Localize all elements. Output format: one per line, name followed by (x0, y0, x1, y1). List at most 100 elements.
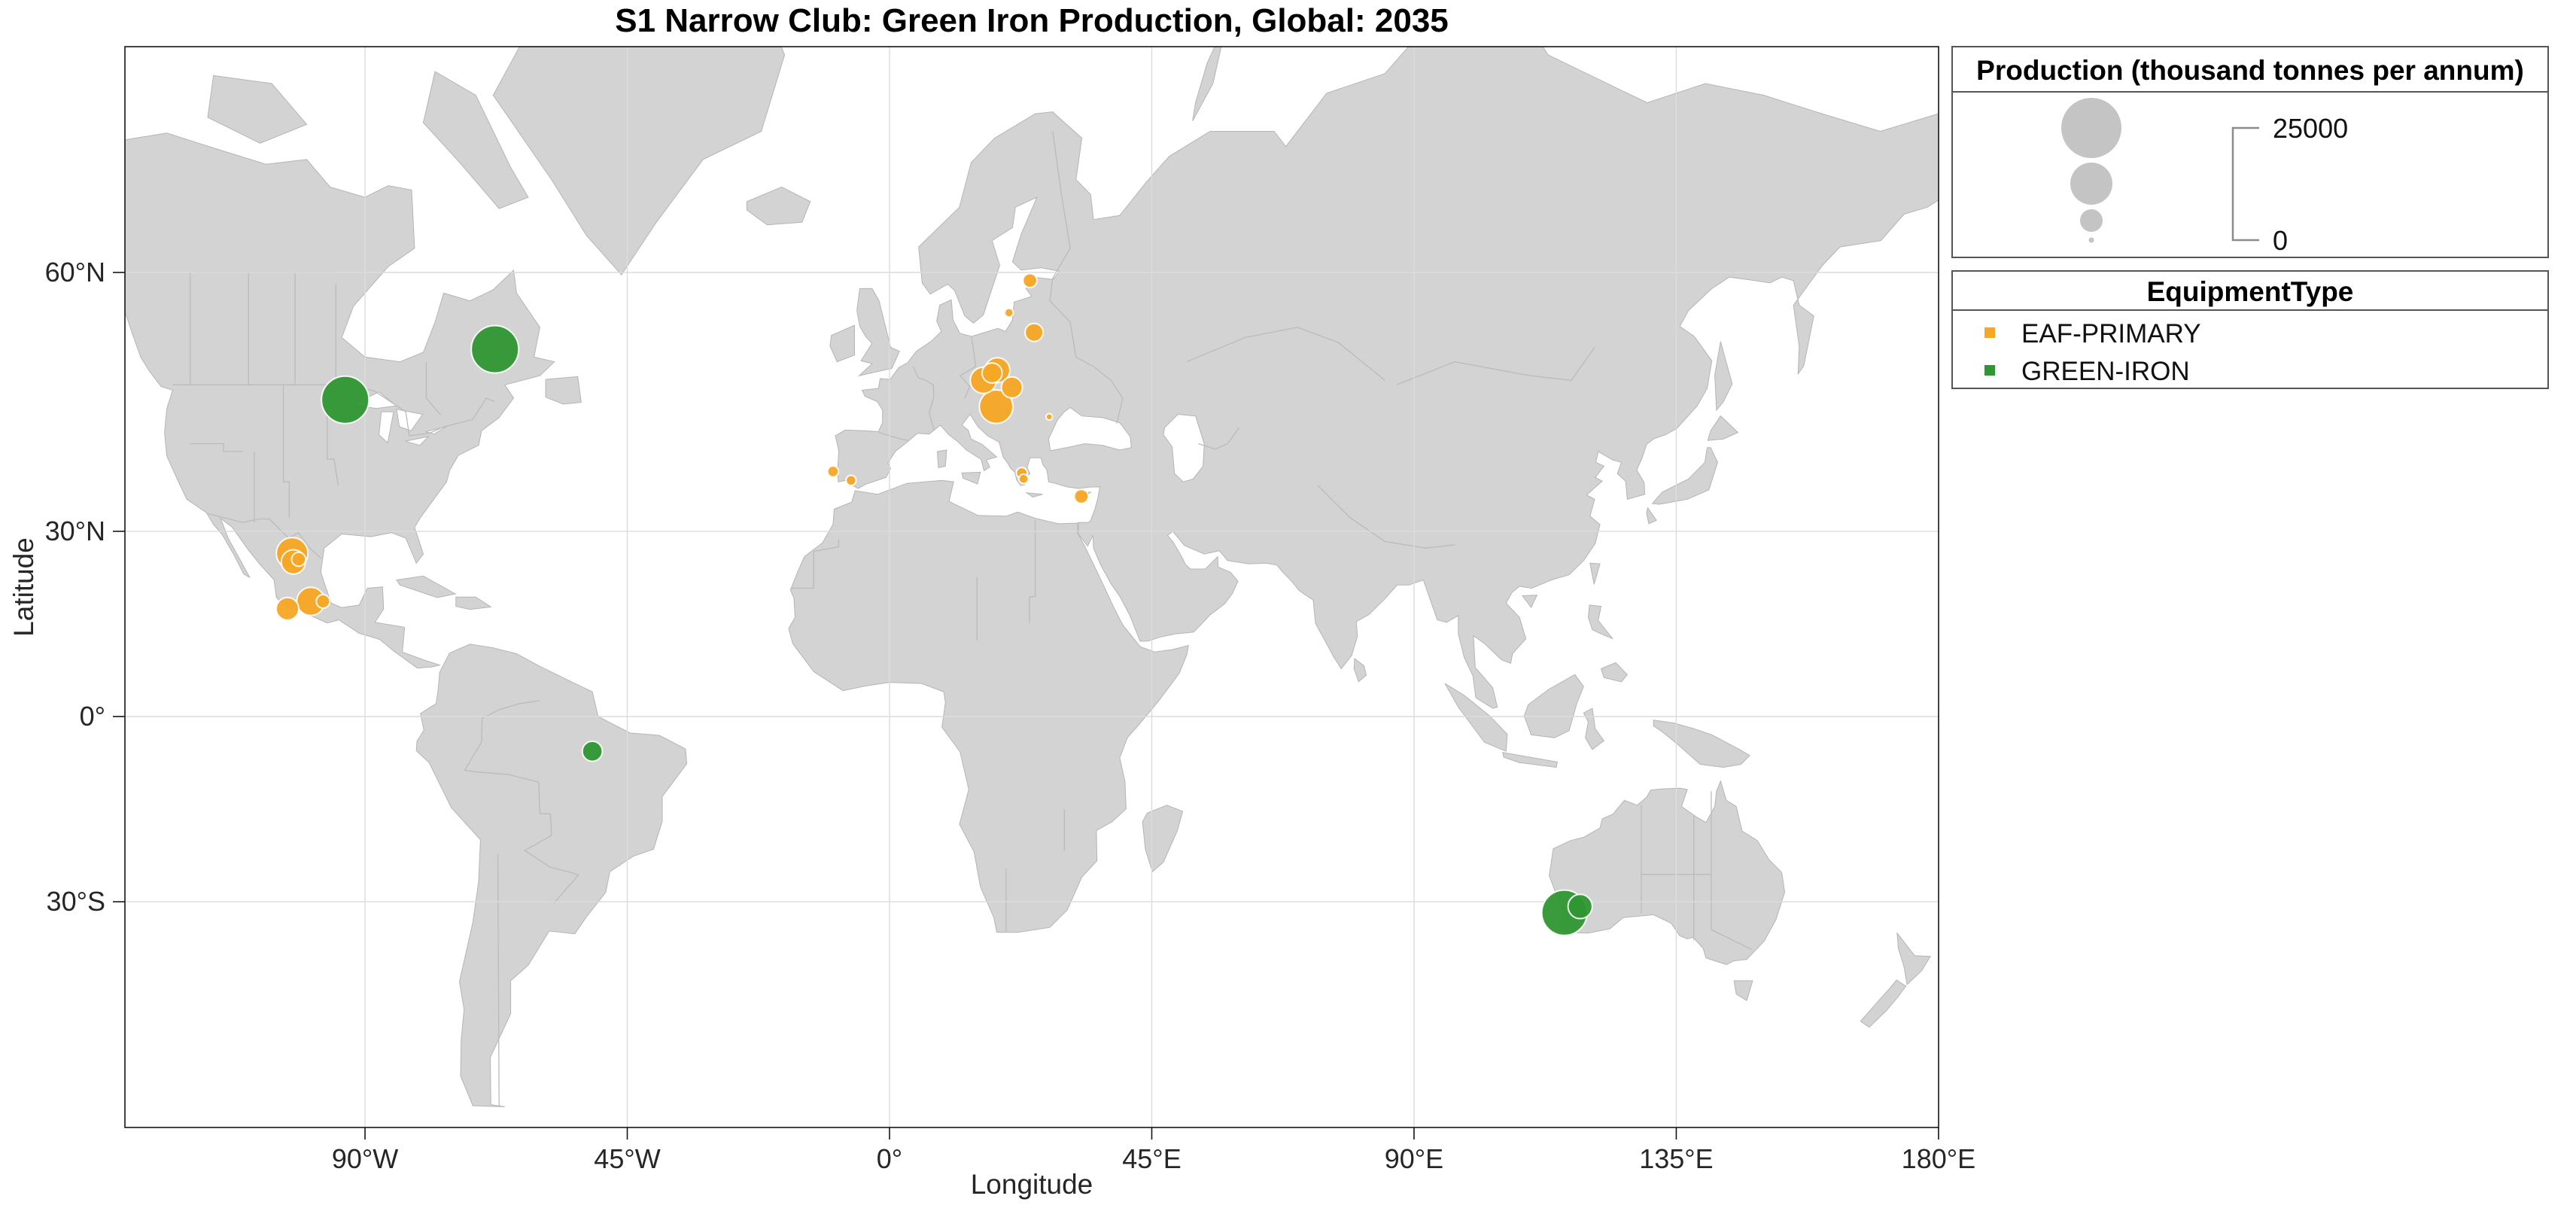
production-bubble-green-iron (321, 375, 370, 424)
admin-border-line (207, 513, 322, 559)
landmass (422, 71, 529, 209)
x-tick-label: 45°E (1122, 1143, 1181, 1174)
landmass (1583, 707, 1605, 750)
admin-border-line (464, 700, 579, 904)
landmass (1523, 674, 1584, 738)
landmass (545, 376, 582, 405)
type-legend-box (1951, 270, 2549, 389)
production-bubble-eaf-primary (315, 594, 331, 609)
landmass (746, 186, 811, 226)
admin-border-line (1186, 327, 1385, 381)
landmass (1192, 47, 1222, 121)
admin-border-line (282, 385, 290, 518)
y-tick-label: 0° (80, 701, 105, 732)
admin-border-line (327, 385, 339, 486)
admin-border-line (497, 854, 500, 1106)
type-legend-title: EquipmentType (2147, 276, 2354, 307)
landmass (1444, 683, 1508, 752)
admin-border-line (959, 337, 977, 399)
production-bubble-eaf-primary (981, 362, 1003, 384)
size-legend-min: 0 (2273, 225, 2288, 256)
green-iron-label: GREEN-IRON (2021, 357, 2190, 386)
size-legend-bracket (2231, 126, 2259, 242)
landmass (835, 47, 1939, 709)
production-bubble-eaf-primary (826, 465, 840, 478)
size-legend-sample-bubble (2088, 237, 2094, 243)
x-tick-label: 180°E (1902, 1143, 1975, 1174)
landmass (936, 449, 947, 469)
admin-border-line (1049, 131, 1124, 424)
admin-border-line (913, 366, 935, 397)
production-bubble-eaf-primary (978, 389, 1014, 424)
water-body (1048, 406, 1132, 452)
admin-border-line (1396, 347, 1595, 385)
admin-border-line (1317, 485, 1455, 549)
landmass (1600, 662, 1629, 683)
landmass (1733, 980, 1753, 1002)
production-bubble-green-iron (581, 740, 604, 762)
landmass (961, 471, 981, 485)
admin-border-line (929, 397, 935, 431)
landmass (492, 47, 786, 275)
landmass (1653, 720, 1750, 768)
x-tick-label: 90°W (332, 1143, 398, 1174)
x-axis-label: Longitude (971, 1169, 1093, 1200)
landmass (1860, 979, 1907, 1028)
size-legend-max: 25000 (2273, 113, 2348, 144)
landmass (1896, 932, 1931, 986)
landmass (1646, 507, 1657, 525)
x-tick-label: 0° (877, 1143, 902, 1174)
production-bubble-eaf-primary (1004, 307, 1014, 318)
landmass (1502, 752, 1559, 768)
water-body (1163, 413, 1205, 482)
admin-border-line (878, 431, 908, 441)
landmass (415, 644, 688, 1107)
water-body (379, 411, 394, 444)
production-bubble-eaf-primary (275, 596, 300, 621)
x-tick-label: 90°E (1385, 1143, 1443, 1174)
production-bubble-eaf-primary (290, 551, 307, 568)
production-bubble-green-iron (1567, 893, 1593, 920)
production-bubble-eaf-primary (1000, 376, 1023, 399)
landmass (1589, 562, 1601, 585)
admin-border-line (1198, 427, 1240, 450)
production-bubble-eaf-primary (1073, 488, 1090, 504)
size-legend-sample-bubble (2070, 163, 2112, 205)
eaf-primary-label: EAF-PRIMARY (2021, 319, 2201, 348)
y-tick-label: 30°N (45, 516, 105, 546)
size-legend-swatches (2061, 98, 2121, 243)
production-bubble-eaf-primary (1024, 322, 1045, 342)
y-tick-label: 60°N (45, 257, 105, 288)
admin-border-line (1029, 520, 1036, 623)
x-tick-label: 45°W (594, 1143, 660, 1174)
x-tick-label: 135°E (1639, 1143, 1713, 1174)
water-body (405, 436, 430, 446)
size-legend-box (1951, 46, 2549, 258)
type-legend-item-eaf-primary: EAF-PRIMARY (1984, 319, 2201, 348)
size-legend-sample-bubble (2061, 98, 2121, 158)
landmass (1025, 492, 1043, 498)
landmass (829, 324, 855, 363)
production-bubble-eaf-primary (845, 474, 857, 486)
landmass (856, 288, 900, 377)
production-bubble-green-iron (470, 324, 520, 374)
landmass (1353, 658, 1367, 683)
green-iron-marker-icon (1984, 365, 1995, 376)
size-legend-title: Production (thousand tonnes per annum) (1976, 55, 2524, 86)
admin-border-line (1711, 929, 1753, 951)
size-legend: Production (thousand tonnes per annum) 2… (1951, 46, 2549, 258)
landmass (788, 479, 1189, 933)
landmass (1714, 341, 1733, 412)
y-tick-label: 30°S (47, 886, 105, 917)
size-legend-sample-bubble (2080, 209, 2103, 232)
y-axis-label: Latitude (8, 537, 39, 637)
landmass (1142, 805, 1184, 873)
type-legend: EquipmentType EAF-PRIMARY GREEN-IRON (1951, 270, 2549, 389)
admin-border-line (190, 443, 243, 452)
landmass (1549, 780, 1786, 966)
landmass (1651, 447, 1718, 505)
production-bubble-eaf-primary (1045, 412, 1054, 421)
axes-frame (124, 46, 1939, 1128)
production-bubble-eaf-primary (1017, 473, 1029, 485)
